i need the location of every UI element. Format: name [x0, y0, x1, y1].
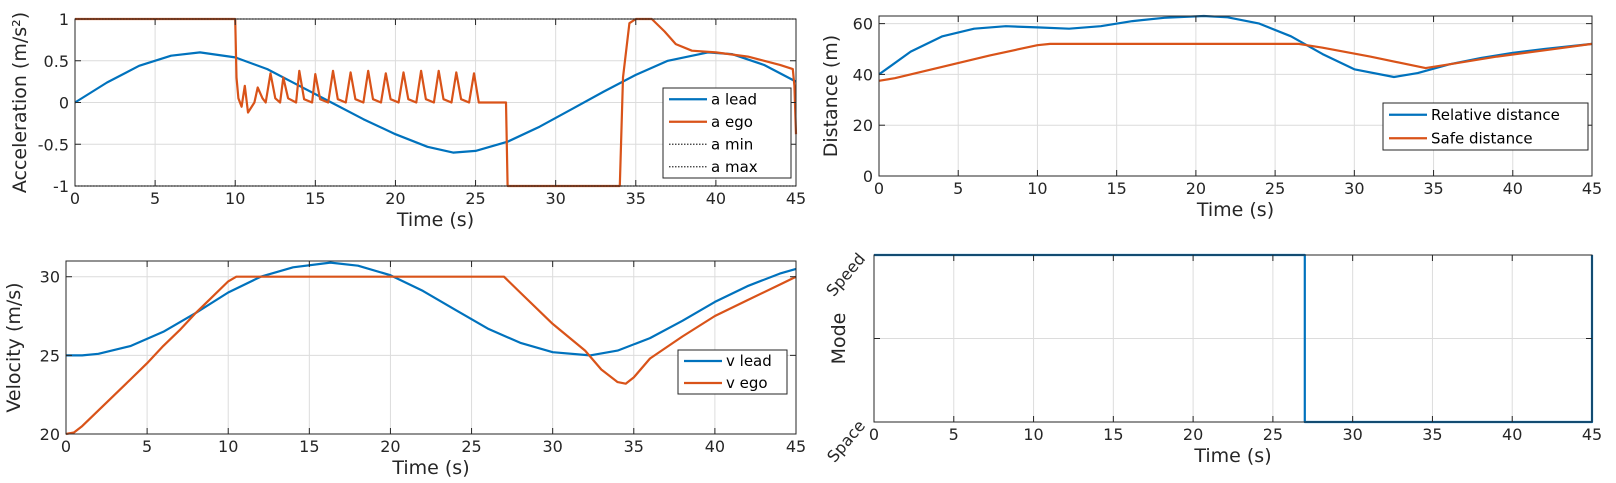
legend-entry: Safe distance [1431, 129, 1533, 147]
x-tick-label: 35 [626, 189, 646, 208]
legend-box [1382, 102, 1589, 151]
chart-accel: 0 5 10 15 20 25 30 35 40 45 -1 -0.5 0 0.5 1 Time (s) Acc… [9, 10, 806, 231]
x-tick-label: 30 [545, 189, 565, 208]
x-axis-label: Time (s) [391, 457, 469, 479]
x-tick-label: 45 [1582, 179, 1602, 198]
x-tick-label: 5 [949, 425, 959, 444]
legend-entry: Relative distance [1431, 106, 1560, 124]
x-tick-label: 20 [1183, 425, 1203, 444]
x-tick-label: 20 [385, 189, 405, 208]
x-tick-label: 15 [299, 437, 319, 456]
y-tick-label: 60 [853, 15, 873, 34]
x-tick-label: 45 [786, 189, 806, 208]
x-tick-label: 40 [706, 189, 726, 208]
x-tick-label: 0 [61, 437, 71, 456]
series-v-lead [66, 261, 797, 357]
y-tick-label: 1 [59, 10, 69, 29]
x-tick-label: 20 [380, 437, 400, 456]
x-tick-label: 5 [150, 189, 160, 208]
x-tick-label: 40 [1502, 425, 1522, 444]
series-safe-distance [878, 42, 1593, 82]
x-tick-label: 10 [1027, 179, 1047, 198]
chart-velocity: 0 5 10 15 20 25 30 35 40 45 20 25 30 Time (s) Velocity… [3, 260, 806, 479]
x-axis-label: Time (s) [396, 209, 474, 231]
legend-entry: a ego [711, 113, 753, 131]
y-tick-label: 0 [863, 167, 873, 186]
y-tick-label: 0.5 [44, 52, 69, 71]
plot-frame [65, 260, 797, 435]
x-tick-label: 35 [624, 437, 644, 456]
x-tick-label: 15 [1103, 425, 1123, 444]
chart-mode: 0 5 10 15 20 25 30 35 40 45 Space Speed Time (s) Mode [822, 249, 1602, 467]
x-tick-label: 15 [1106, 179, 1126, 198]
x-axis-label: Time (s) [1193, 445, 1271, 467]
series-relative-distance [878, 14, 1593, 79]
legend-entry: v ego [726, 374, 768, 392]
legend-entry: a min [711, 135, 753, 153]
series-v-ego [65, 275, 797, 436]
y-tick-label: 40 [853, 65, 873, 84]
legend-entry: a lead [711, 90, 757, 108]
y-axis-label: Velocity (m/s) [3, 282, 25, 412]
x-tick-label: 5 [953, 179, 963, 198]
y-tick-label: 0 [59, 94, 69, 113]
y-tick-label: -0.5 [38, 135, 69, 154]
x-tick-label: 45 [1582, 425, 1602, 444]
x-tick-label: 0 [70, 189, 80, 208]
x-tick-label: 35 [1423, 179, 1443, 198]
legend-box [662, 87, 792, 179]
y-tick-label: Speed [822, 249, 869, 300]
y-tick-label: Space [823, 416, 869, 466]
legend: Relative distance Safe distance [1382, 102, 1589, 151]
x-tick-label: 0 [869, 425, 879, 444]
y-axis-label: Distance (m) [820, 35, 842, 157]
x-tick-label: 25 [1265, 179, 1285, 198]
x-tick-label: 30 [1342, 425, 1362, 444]
x-tick-label: 35 [1422, 425, 1442, 444]
legend-entry: v lead [726, 352, 772, 370]
y-axis-label: Acceleration (m/s²) [9, 12, 31, 193]
y-tick-label: 30 [40, 268, 60, 287]
x-tick-label: 5 [142, 437, 152, 456]
x-tick-label: 25 [1263, 425, 1283, 444]
x-tick-label: 30 [1344, 179, 1364, 198]
x-tick-label: 45 [786, 437, 806, 456]
legend-box [677, 349, 788, 395]
x-tick-label: 25 [465, 189, 485, 208]
legend: a lead a ego a min a max [662, 87, 792, 179]
x-tick-label: 40 [1503, 179, 1523, 198]
x-tick-label: 10 [225, 189, 245, 208]
y-axis-label: Mode [828, 313, 850, 365]
y-tick-label: -1 [53, 177, 69, 196]
legend: v lead v ego [677, 349, 788, 395]
x-tick-label: 15 [305, 189, 325, 208]
plot-frame [878, 15, 1593, 177]
x-tick-label: 30 [542, 437, 562, 456]
x-tick-label: 40 [705, 437, 725, 456]
series-a-lead [74, 51, 797, 154]
y-tick-label: 20 [853, 116, 873, 135]
x-tick-label: 10 [1023, 425, 1043, 444]
x-tick-label: 20 [1186, 179, 1206, 198]
x-tick-label: 0 [874, 179, 884, 198]
y-tick-label: 25 [40, 346, 60, 365]
series-a-ego [75, 17, 798, 188]
chart-distance: 0 5 10 15 20 25 30 35 40 45 0 20 40 60 Time (s) Distanc… [820, 15, 1602, 221]
x-tick-label: 25 [461, 437, 481, 456]
x-axis-label: Time (s) [1196, 199, 1274, 221]
x-tick-label: 10 [218, 437, 238, 456]
legend-entry: a max [711, 158, 758, 176]
y-tick-label: 20 [40, 425, 60, 444]
